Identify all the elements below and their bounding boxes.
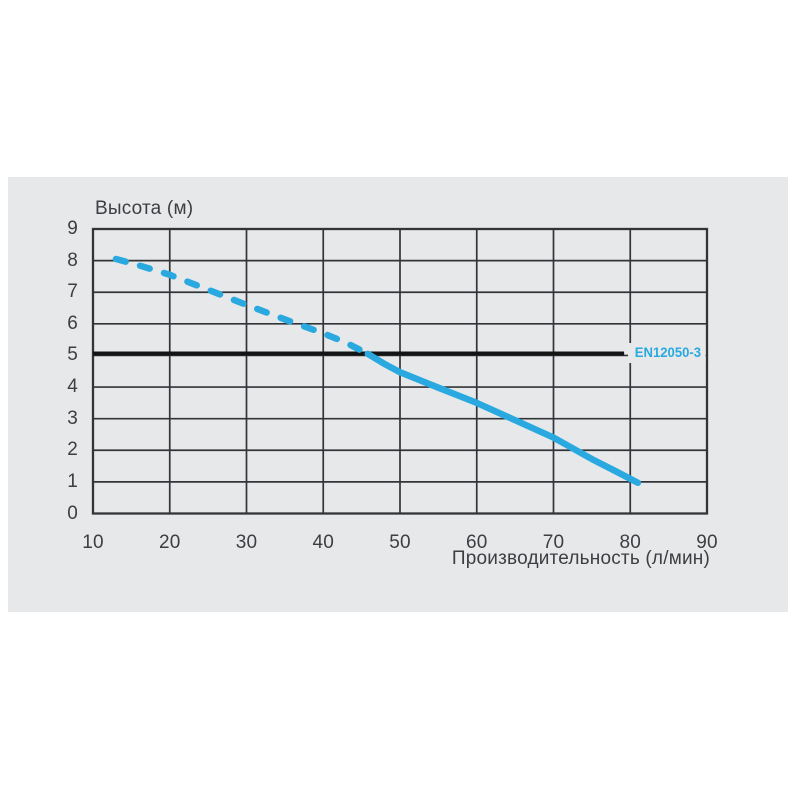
x-axis-title: Производительность (л/мин) [451,548,710,569]
y-tick-label: 8 [67,249,78,271]
plot-area [91,227,709,515]
x-tick-label: 10 [82,532,104,553]
x-tick-label: 30 [235,532,258,553]
y-tick-label: 4 [67,376,78,398]
y-tick-label: 9 [67,218,78,239]
x-tick-label: 20 [158,532,181,553]
y-tick-label: 6 [67,312,78,334]
x-tick-label: 90 [696,532,718,553]
plot-border [91,227,709,515]
reference-line-label: EN12050-3 [628,343,706,363]
pump-curve-dashed [112,255,372,358]
y-tick-label: 5 [67,344,78,366]
y-tick-label: 2 [67,439,78,461]
x-tick-label: 60 [465,532,488,553]
pump-curve-solid [364,350,642,487]
y-axis-title: Высота (м) [95,198,194,219]
y-tick-label: 3 [67,407,78,429]
x-tick-label: 70 [542,532,565,553]
y-tick-label: 1 [67,470,78,492]
x-tick-label: 80 [619,532,642,553]
x-tick-label: 40 [312,532,335,553]
y-tick-label: 7 [67,281,78,303]
y-tick-label: 0 [67,502,78,524]
chart-panel: Высота (м) 0 1 2 3 4 5 6 7 8 9 10 20 30 40 50 60 70 80 90… [8,177,788,612]
x-tick-label: 50 [389,532,411,553]
